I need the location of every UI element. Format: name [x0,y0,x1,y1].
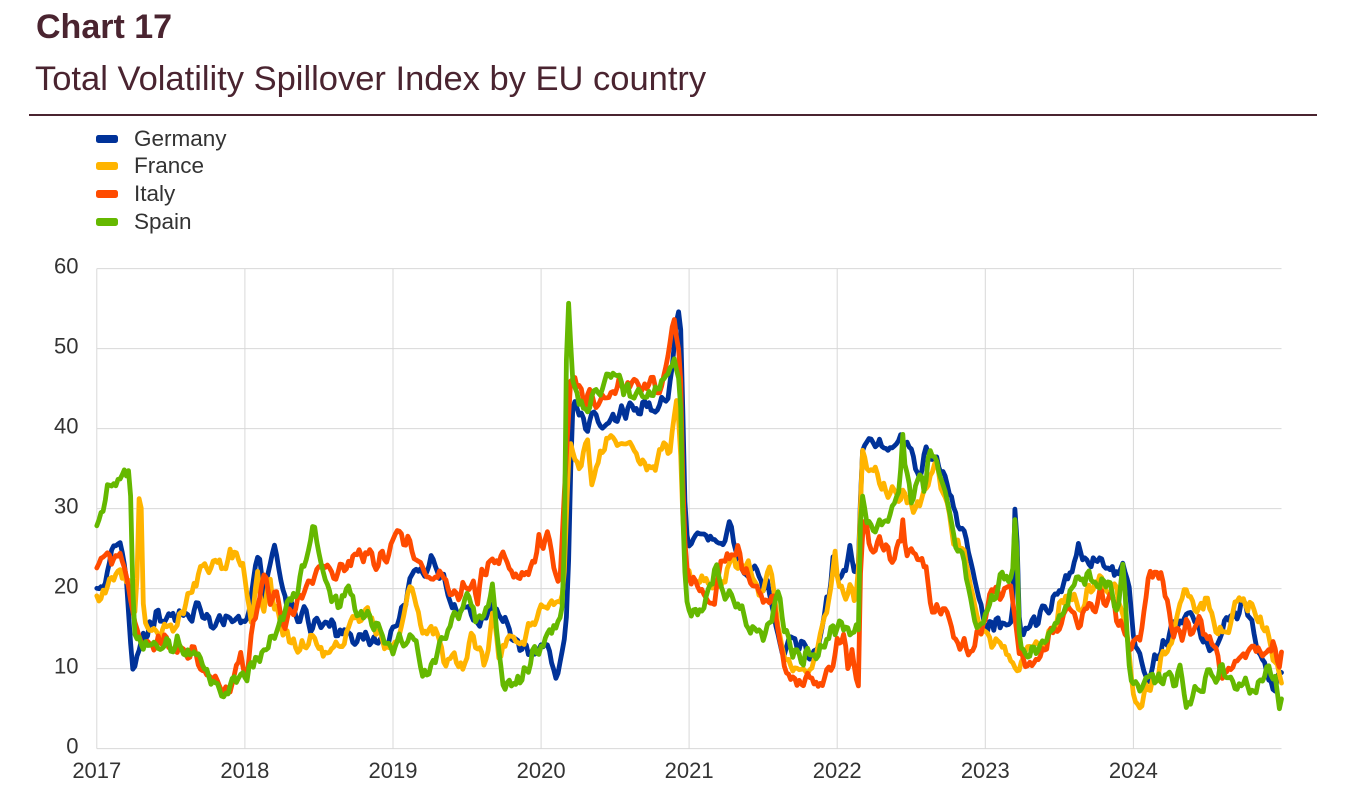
svg-text:2019: 2019 [369,758,418,783]
svg-text:40: 40 [54,414,78,439]
svg-text:2023: 2023 [961,758,1010,783]
svg-text:60: 60 [54,254,78,279]
svg-text:2021: 2021 [665,758,714,783]
svg-text:0: 0 [66,734,78,759]
svg-text:10: 10 [54,654,78,679]
svg-text:2020: 2020 [517,758,566,783]
svg-text:20: 20 [54,574,78,599]
svg-text:50: 50 [54,334,78,359]
svg-text:2024: 2024 [1109,758,1158,783]
svg-text:2017: 2017 [72,758,121,783]
svg-text:30: 30 [54,494,78,519]
svg-text:2018: 2018 [220,758,269,783]
svg-text:2022: 2022 [813,758,862,783]
